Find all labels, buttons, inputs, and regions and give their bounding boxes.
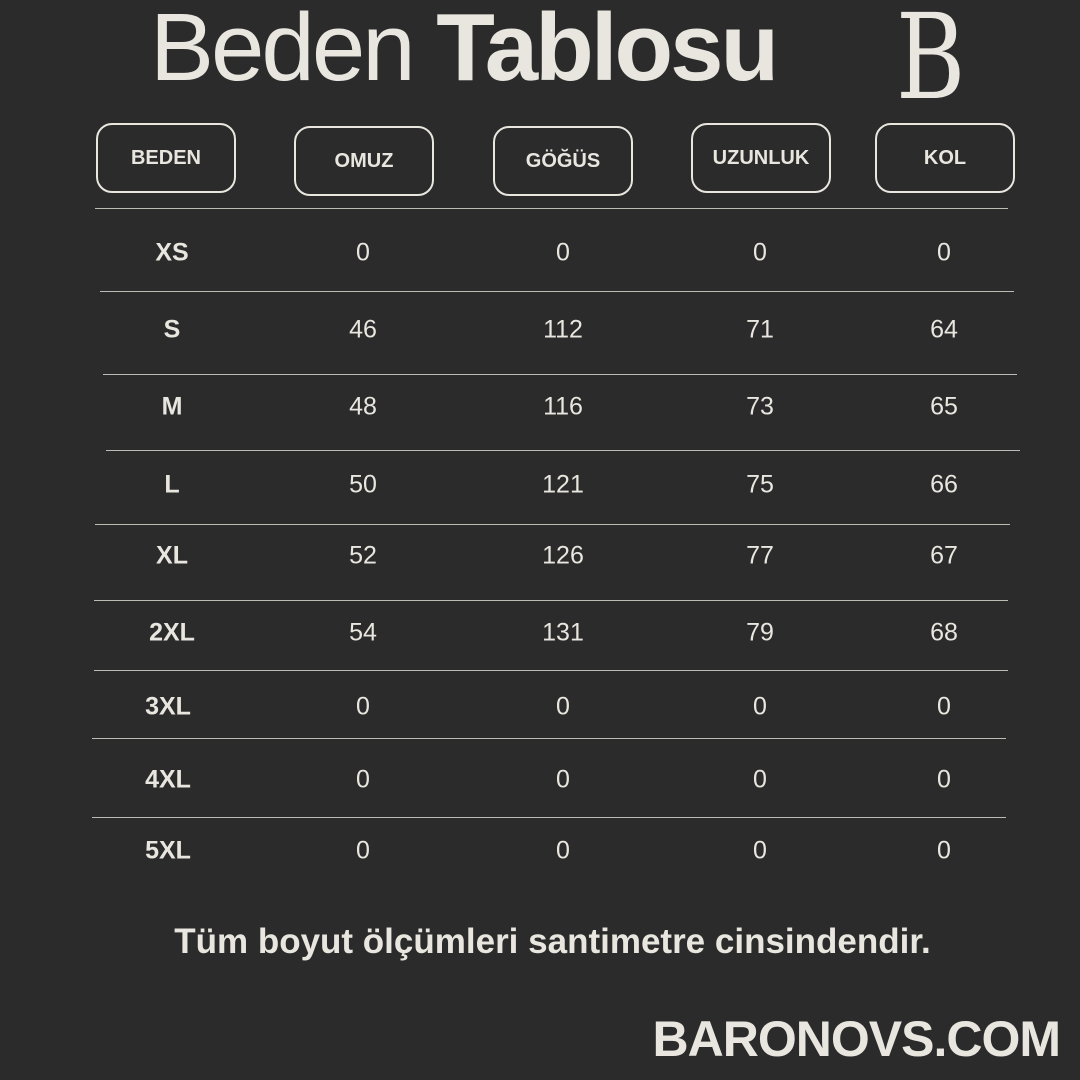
row-divider bbox=[103, 374, 1017, 375]
table-cell: 48 bbox=[349, 392, 377, 421]
table-cell: 46 bbox=[349, 315, 377, 344]
table-cell: 0 bbox=[556, 765, 570, 794]
table-cell: 71 bbox=[746, 315, 774, 344]
table-cell: 77 bbox=[746, 541, 774, 570]
size-label: M bbox=[161, 392, 183, 421]
size-label: 4XL bbox=[145, 765, 191, 794]
table-cell: 0 bbox=[937, 836, 951, 865]
table-cell: 0 bbox=[356, 238, 370, 267]
table-cell: 75 bbox=[746, 470, 774, 499]
table-cell: 126 bbox=[542, 541, 584, 570]
table-cell: 79 bbox=[746, 618, 774, 647]
table-cell: 131 bbox=[542, 618, 584, 647]
size-label: 2XL bbox=[149, 618, 195, 647]
table-cell: 0 bbox=[753, 836, 767, 865]
table-cell: 112 bbox=[543, 315, 583, 344]
row-divider bbox=[94, 600, 1008, 601]
table-cell: 0 bbox=[556, 836, 570, 865]
column-header-göğüs: GÖĞÜS bbox=[493, 126, 633, 196]
row-divider bbox=[92, 738, 1006, 739]
table-cell: 0 bbox=[753, 765, 767, 794]
row-divider bbox=[100, 291, 1014, 292]
table-cell: 121 bbox=[542, 470, 584, 499]
column-header-omuz: OMUZ bbox=[294, 126, 434, 196]
table-cell: 0 bbox=[356, 692, 370, 721]
size-label: 3XL bbox=[145, 692, 191, 721]
column-header-beden: BEDEN bbox=[96, 123, 236, 193]
table-cell: 54 bbox=[349, 618, 377, 647]
brand-logo: B bbox=[896, 0, 966, 126]
row-divider bbox=[92, 817, 1006, 818]
table-cell: 68 bbox=[930, 618, 958, 647]
column-header-uzunluk: UZUNLUK bbox=[691, 123, 831, 193]
table-cell: 73 bbox=[746, 392, 774, 421]
size-label: XL bbox=[156, 541, 188, 570]
title-bold: Tablosu bbox=[436, 0, 779, 101]
row-divider bbox=[94, 670, 1008, 671]
table-cell: 64 bbox=[930, 315, 958, 344]
table-cell: 0 bbox=[356, 836, 370, 865]
size-label: L bbox=[164, 470, 180, 499]
row-divider bbox=[106, 450, 1020, 451]
table-cell: 65 bbox=[930, 392, 958, 421]
table-cell: 0 bbox=[753, 692, 767, 721]
row-divider bbox=[95, 208, 1008, 209]
page-title: Beden Tablosu bbox=[150, 0, 779, 96]
table-cell: 0 bbox=[556, 238, 570, 267]
table-cell: 0 bbox=[556, 692, 570, 721]
table-cell: 0 bbox=[937, 692, 951, 721]
table-cell: 0 bbox=[937, 238, 951, 267]
table-cell: 50 bbox=[349, 470, 377, 499]
table-cell: 0 bbox=[356, 765, 370, 794]
table-cell: 67 bbox=[930, 541, 958, 570]
table-cell: 52 bbox=[349, 541, 377, 570]
row-divider bbox=[95, 524, 1010, 525]
table-cell: 116 bbox=[543, 392, 583, 421]
table-cell: 0 bbox=[937, 765, 951, 794]
title-light: Beden bbox=[150, 0, 416, 101]
table-cell: 0 bbox=[753, 238, 767, 267]
column-header-kol: KOL bbox=[875, 123, 1015, 193]
size-label: S bbox=[163, 315, 181, 344]
size-label: XS bbox=[155, 238, 189, 267]
brand-website: BARONOVS.COM bbox=[652, 1011, 1061, 1067]
measurement-note: Tüm boyut ölçümleri santimetre cinsinden… bbox=[174, 922, 931, 961]
table-cell: 66 bbox=[930, 470, 958, 499]
size-label: 5XL bbox=[145, 836, 191, 865]
